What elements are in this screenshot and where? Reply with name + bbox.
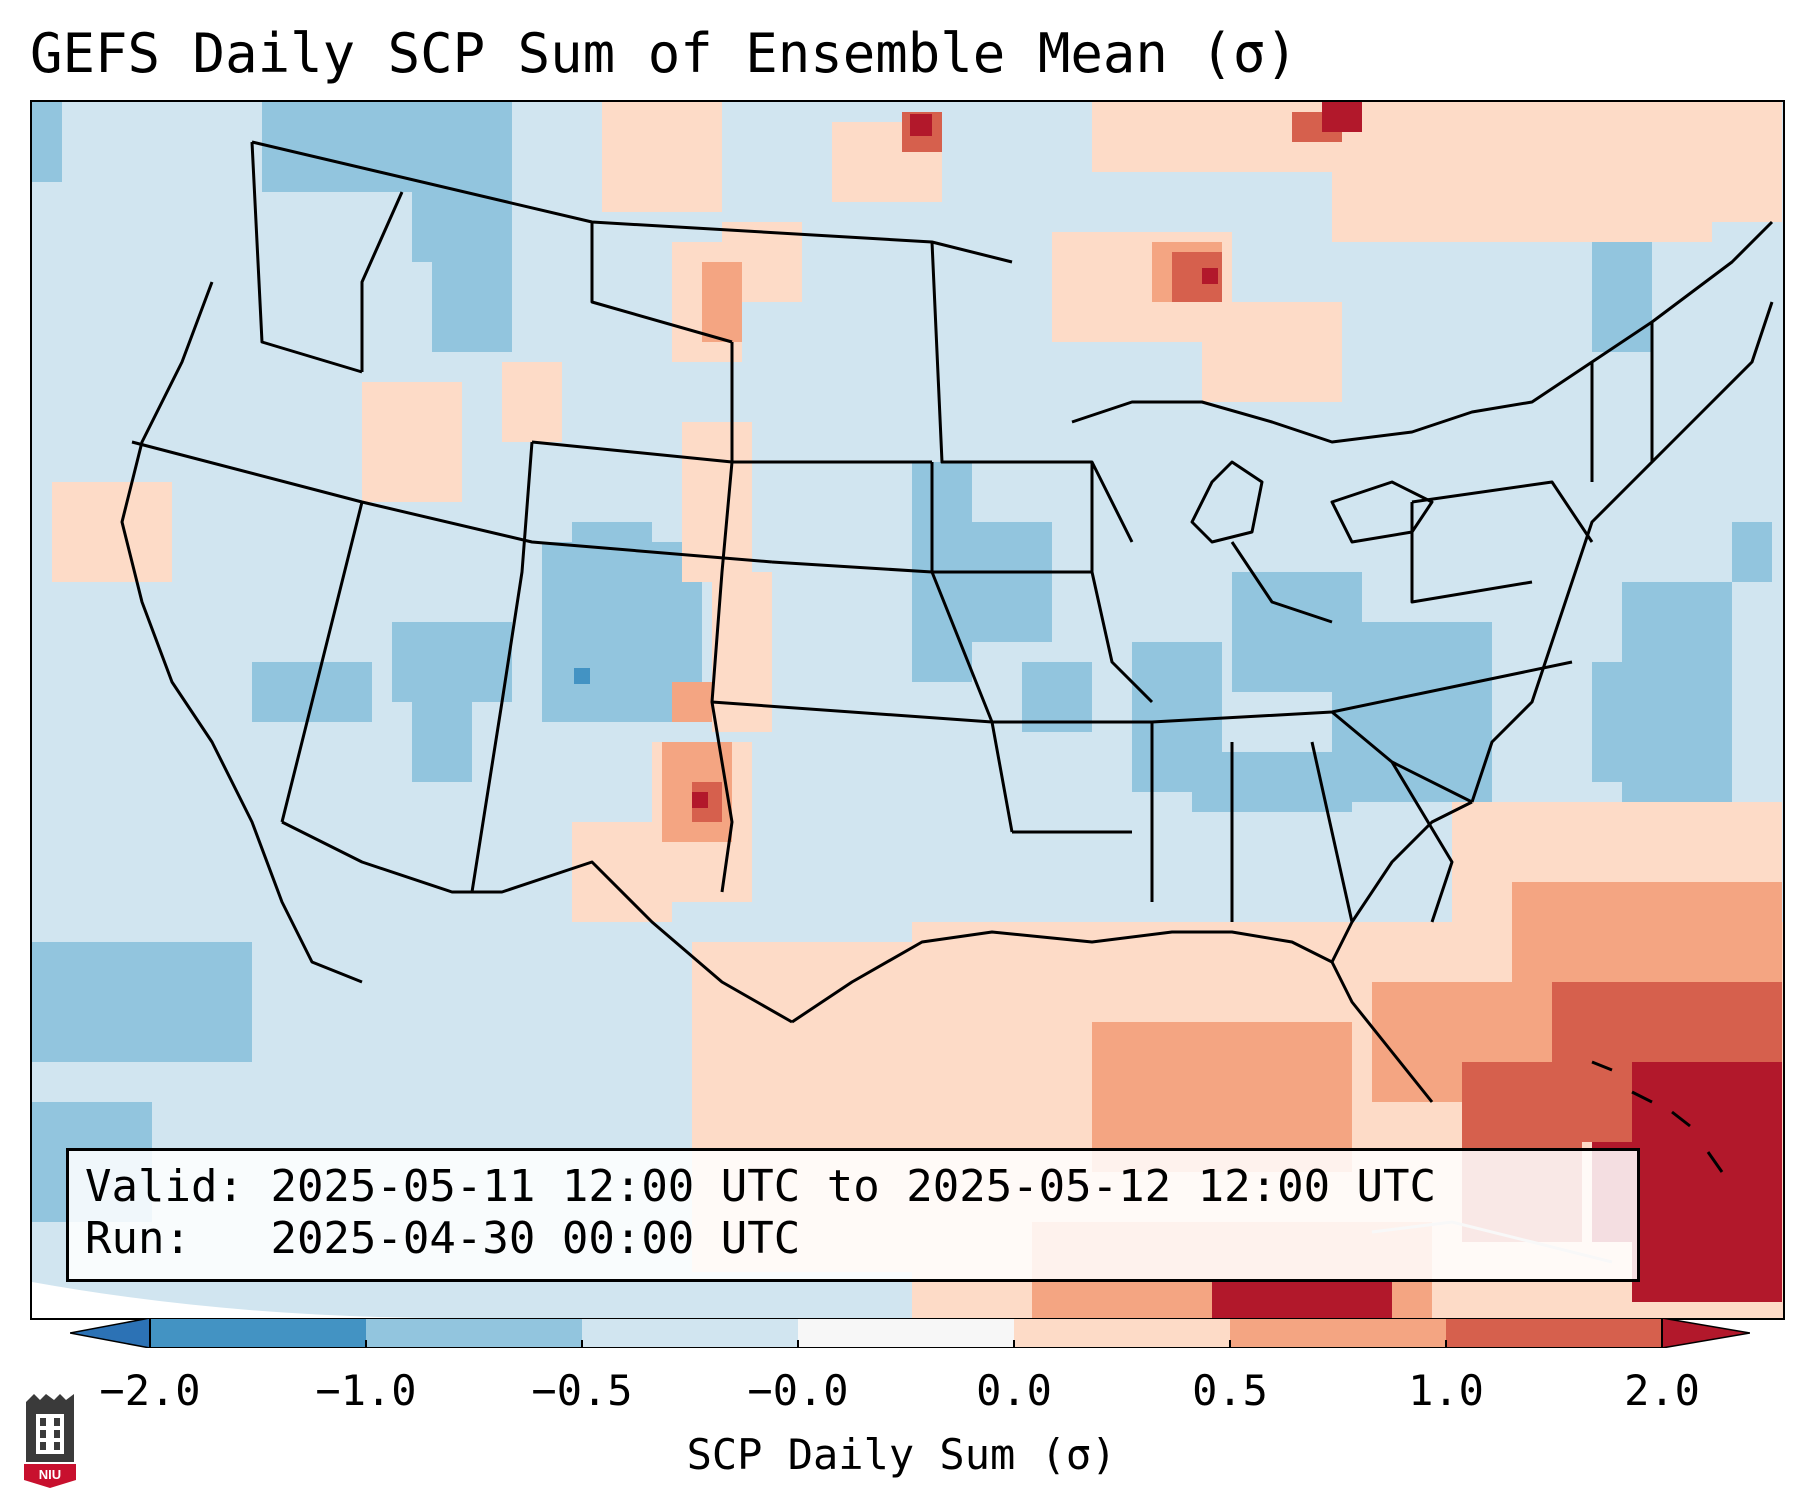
colorbar-bin bbox=[150, 1318, 366, 1348]
valid-value: 2025-05-11 12:00 UTC to 2025-05-12 12:00… bbox=[270, 1161, 1437, 1212]
colorbar-bin bbox=[582, 1318, 798, 1348]
colorbar bbox=[70, 1318, 1750, 1348]
colorbar-extend-high bbox=[1661, 1318, 1750, 1348]
run-value: 2025-04-30 00:00 UTC bbox=[270, 1213, 801, 1264]
colorbar-tick: 0.5 bbox=[1192, 1366, 1268, 1415]
run-line: Run: 2025-04-30 00:00 UTC bbox=[85, 1213, 800, 1264]
valid-label: Valid: bbox=[85, 1161, 244, 1212]
colorbar-tick: 2.0 bbox=[1624, 1366, 1700, 1415]
map-canvas bbox=[32, 102, 1783, 1318]
colorbar-tick: 0.0 bbox=[976, 1366, 1052, 1415]
anomaly-field bbox=[32, 102, 1783, 1318]
colorbar-extend-low bbox=[70, 1318, 151, 1348]
colorbar-tick: 1.0 bbox=[1408, 1366, 1484, 1415]
colorbar-label: SCP Daily Sum (σ) bbox=[686, 1430, 1117, 1479]
colorbar-tick: −2.0 bbox=[99, 1366, 201, 1415]
valid-run-info-box: Valid: 2025-05-11 12:00 UTC to 2025-05-1… bbox=[66, 1148, 1640, 1282]
colorbar-bin bbox=[1230, 1318, 1446, 1348]
colorbar-tick: −0.5 bbox=[531, 1366, 633, 1415]
run-label: Run: bbox=[85, 1213, 191, 1264]
colorbar-bin bbox=[366, 1318, 582, 1348]
map-title: GEFS Daily SCP Sum of Ensemble Mean (σ) bbox=[30, 22, 1298, 85]
niu-logo-icon: NIU bbox=[24, 1394, 76, 1488]
logo-text: NIU bbox=[39, 1467, 61, 1482]
state-borders bbox=[120, 140, 1774, 1103]
valid-line: Valid: 2025-05-11 12:00 UTC to 2025-05-1… bbox=[85, 1161, 1436, 1212]
colorbar-bin bbox=[798, 1318, 1014, 1348]
colorbar-tick: −1.0 bbox=[315, 1366, 417, 1415]
map-panel bbox=[30, 100, 1785, 1320]
colorbar-bin bbox=[1446, 1318, 1662, 1348]
colorbar-tick: −0.0 bbox=[747, 1366, 849, 1415]
colorbar-bin bbox=[1014, 1318, 1230, 1348]
